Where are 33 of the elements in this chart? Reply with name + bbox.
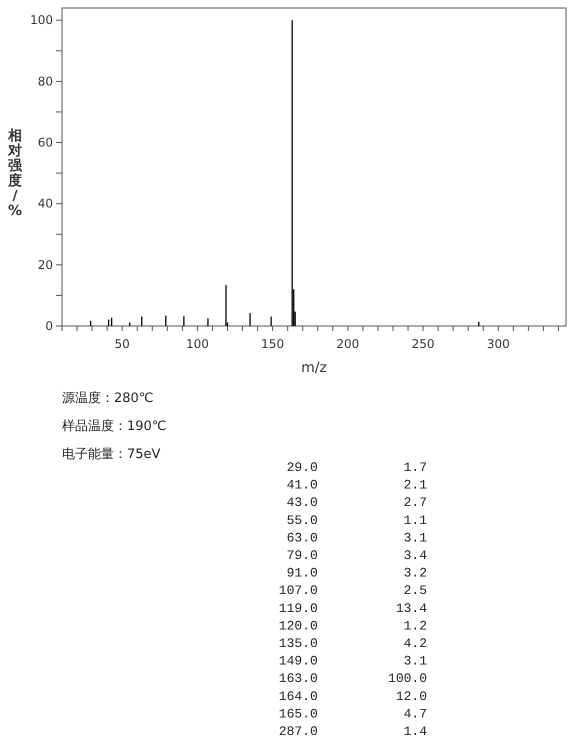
x-tick-label: 150	[261, 337, 284, 351]
x-tick-label: 300	[486, 337, 510, 351]
text: 79.0 3.4	[271, 548, 428, 563]
y-tick-label: 20	[38, 258, 53, 272]
y-axis-title: 相对强度/%	[7, 128, 23, 219]
text: 163.0 100.0	[271, 671, 428, 686]
x-tick-label: 200	[336, 337, 360, 351]
text: 源温度：280℃	[62, 390, 154, 406]
x-axis-title: m/z	[301, 360, 327, 376]
y-tick-label: 60	[38, 136, 53, 150]
text: 119.0 13.4	[271, 600, 428, 616]
y-tick-label: 0	[45, 319, 53, 333]
text: 91.0 3.2	[271, 566, 428, 581]
text: 55.0 1.1	[271, 512, 428, 528]
y-tick-label: 40	[38, 196, 53, 211]
text: 样品温度：190℃	[62, 418, 166, 434]
text: 电子能量：75eV	[62, 447, 161, 462]
text: 149.0 3.1	[271, 654, 428, 669]
text: 165.0 4.7	[271, 706, 428, 722]
text: 107.0 2.5	[271, 583, 428, 598]
x-tick-label: 250	[412, 337, 435, 351]
text: 120.0 1.2	[271, 618, 428, 634]
y-tick-label: 80	[38, 74, 53, 88]
y-tick-label: 100	[30, 13, 53, 28]
text: 164.0 12.0	[271, 688, 428, 704]
text: 43.0 2.7	[271, 495, 428, 510]
text: 29.0 1.7	[271, 460, 428, 475]
text: 135.0 4.2	[271, 636, 428, 651]
x-tick-label: 100	[186, 337, 209, 351]
text: 287.0 1.4	[271, 724, 428, 737]
text: 41.0 2.1	[271, 478, 428, 493]
x-tick-label: 50	[114, 337, 130, 351]
text: 63.0 3.1	[271, 530, 428, 546]
